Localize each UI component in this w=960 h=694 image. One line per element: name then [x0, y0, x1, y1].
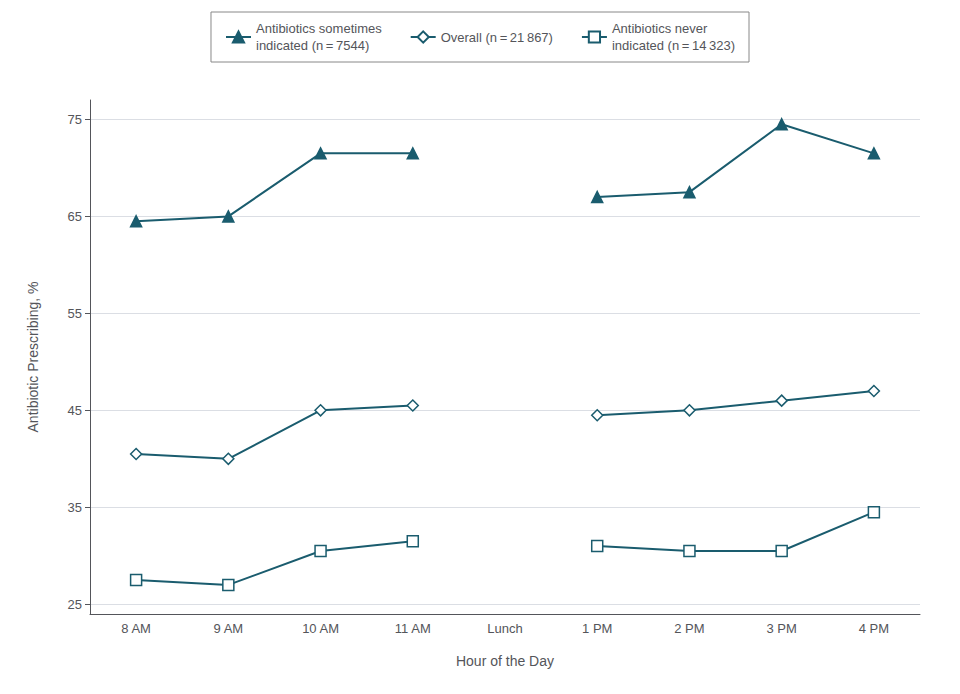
svg-text:55: 55 — [68, 306, 82, 321]
svg-text:65: 65 — [68, 209, 82, 224]
svg-text:4 PM: 4 PM — [859, 621, 889, 636]
svg-text:8 AM: 8 AM — [121, 621, 151, 636]
svg-text:45: 45 — [68, 403, 82, 418]
svg-text:10 AM: 10 AM — [302, 621, 339, 636]
svg-text:Lunch: Lunch — [487, 621, 522, 636]
svg-text:Hour of the Day: Hour of the Day — [456, 653, 554, 669]
svg-text:1 PM: 1 PM — [582, 621, 612, 636]
svg-text:9 AM: 9 AM — [214, 621, 244, 636]
svg-text:35: 35 — [68, 500, 82, 515]
svg-text:Antibiotic Prescribing, %: Antibiotic Prescribing, % — [25, 282, 41, 433]
svg-text:75: 75 — [68, 112, 82, 127]
svg-text:Antibiotics sometimes: Antibiotics sometimes — [256, 21, 382, 36]
svg-text:2 PM: 2 PM — [674, 621, 704, 636]
svg-text:indicated (n = 14 323): indicated (n = 14 323) — [612, 38, 735, 53]
svg-text:Antibiotics never: Antibiotics never — [612, 21, 708, 36]
svg-text:3 PM: 3 PM — [766, 621, 796, 636]
svg-text:25: 25 — [68, 597, 82, 612]
svg-text:indicated (n = 7544): indicated (n = 7544) — [256, 38, 369, 53]
svg-text:11 AM: 11 AM — [395, 621, 431, 636]
svg-text:Overall (n = 21 867): Overall (n = 21 867) — [441, 30, 553, 45]
